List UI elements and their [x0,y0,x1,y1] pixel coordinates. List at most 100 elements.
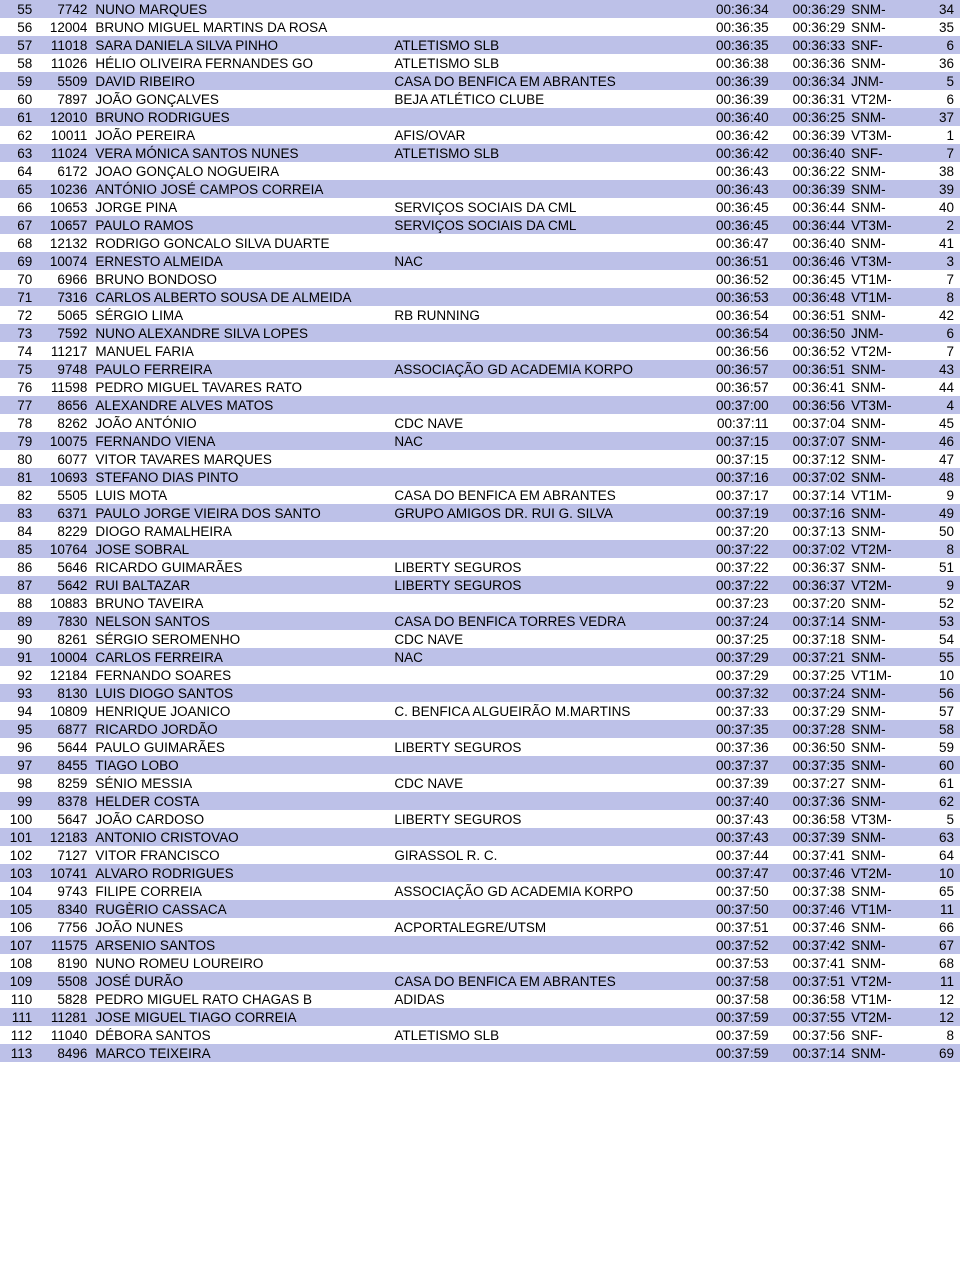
bib-cell: 10011 [38,126,91,144]
table-row: 1027127VITOR FRANCISCOGIRASSOL R. C.00:3… [0,846,960,864]
time2-cell: 00:37:14 [769,612,846,630]
time1-cell: 00:37:11 [692,414,769,432]
time2-cell: 00:37:41 [769,954,846,972]
position-cell: 93 [0,684,38,702]
position-cell: 64 [0,162,38,180]
position-cell: 106 [0,918,38,936]
category-cell: VT3M- [845,126,928,144]
name-cell: PAULO JORGE VIEIRA DOS SANTO [91,504,394,522]
bib-cell: 11217 [38,342,91,360]
category-cell: SNF- [845,144,928,162]
table-row: 1095508JOSÉ DURÃOCASA DO BENFICA EM ABRA… [0,972,960,990]
category-cell: SNM- [845,558,928,576]
time1-cell: 00:37:50 [692,900,769,918]
rank-cell: 67 [928,936,960,954]
bib-cell: 5508 [38,972,91,990]
team-cell [394,234,692,252]
team-cell [394,270,692,288]
position-cell: 84 [0,522,38,540]
category-cell: SNM- [845,198,928,216]
category-cell: SNM- [845,18,928,36]
rank-cell: 48 [928,468,960,486]
name-cell: HÉLIO OLIVEIRA FERNANDES GO [91,54,394,72]
team-cell [394,378,692,396]
name-cell: DIOGO RAMALHEIRA [91,522,394,540]
table-row: 11211040DÉBORA SANTOSATLETISMO SLB00:37:… [0,1026,960,1044]
name-cell: ARSENIO SANTOS [91,936,394,954]
position-cell: 66 [0,198,38,216]
rank-cell: 38 [928,162,960,180]
category-cell: VT2M- [845,864,928,882]
time1-cell: 00:36:39 [692,72,769,90]
name-cell: NUNO ALEXANDRE SILVA LOPES [91,324,394,342]
position-cell: 60 [0,90,38,108]
position-cell: 92 [0,666,38,684]
name-cell: BRUNO TAVEIRA [91,594,394,612]
bib-cell: 11018 [38,36,91,54]
time1-cell: 00:36:42 [692,126,769,144]
team-cell [394,324,692,342]
position-cell: 67 [0,216,38,234]
team-cell: ATLETISMO SLB [394,1026,692,1044]
category-cell: VT2M- [845,576,928,594]
position-cell: 65 [0,180,38,198]
time1-cell: 00:37:15 [692,450,769,468]
time2-cell: 00:36:58 [769,990,846,1008]
team-cell: C. BENFICA ALGUEIRÃO M.MARTINS [394,702,692,720]
team-cell: ATLETISMO SLB [394,144,692,162]
time1-cell: 00:37:24 [692,612,769,630]
rank-cell: 11 [928,900,960,918]
category-cell: SNM- [845,684,928,702]
rank-cell: 12 [928,990,960,1008]
bib-cell: 12132 [38,234,91,252]
bib-cell: 7316 [38,288,91,306]
results-table: 557742NUNO MARQUES00:36:3400:36:29SNM-34… [0,0,960,1062]
team-cell: CDC NAVE [394,414,692,432]
bib-cell: 10809 [38,702,91,720]
team-cell [394,468,692,486]
team-cell: ACPORTALEGRE/UTSM [394,918,692,936]
time2-cell: 00:37:24 [769,684,846,702]
position-cell: 87 [0,576,38,594]
name-cell: VITOR TAVARES MARQUES [91,450,394,468]
rank-cell: 8 [928,1026,960,1044]
rank-cell: 6 [928,36,960,54]
position-cell: 78 [0,414,38,432]
category-cell: JNM- [845,324,928,342]
time2-cell: 00:36:51 [769,306,846,324]
category-cell: SNM- [845,504,928,522]
team-cell: GRUPO AMIGOS DR. RUI G. SILVA [394,504,692,522]
table-row: 7611598PEDRO MIGUEL TAVARES RATO00:36:57… [0,378,960,396]
bib-cell: 8130 [38,684,91,702]
position-cell: 95 [0,720,38,738]
team-cell [394,756,692,774]
name-cell: NELSON SANTOS [91,612,394,630]
name-cell: JOSÉ DURÃO [91,972,394,990]
bib-cell: 9748 [38,360,91,378]
name-cell: JOSE SOBRAL [91,540,394,558]
table-row: 938130LUIS DIOGO SANTOS00:37:3200:37:24S… [0,684,960,702]
time1-cell: 00:37:36 [692,738,769,756]
time1-cell: 00:37:35 [692,720,769,738]
time2-cell: 00:36:48 [769,288,846,306]
team-cell [394,342,692,360]
time2-cell: 00:37:20 [769,594,846,612]
time2-cell: 00:36:25 [769,108,846,126]
team-cell: SERVIÇOS SOCIAIS DA CML [394,198,692,216]
position-cell: 97 [0,756,38,774]
bib-cell: 12010 [38,108,91,126]
category-cell: SNM- [845,234,928,252]
time1-cell: 00:36:54 [692,306,769,324]
name-cell: JOSE MIGUEL TIAGO CORREIA [91,1008,394,1026]
bib-cell: 11026 [38,54,91,72]
table-row: 1105828PEDRO MIGUEL RATO CHAGAS BADIDAS0… [0,990,960,1008]
time1-cell: 00:37:59 [692,1026,769,1044]
team-cell [394,954,692,972]
bib-cell: 10657 [38,216,91,234]
category-cell: SNM- [845,792,928,810]
table-row: 725065SÉRGIO LIMARB RUNNING00:36:5400:36… [0,306,960,324]
team-cell [394,540,692,558]
category-cell: SNM- [845,378,928,396]
category-cell: SNM- [845,162,928,180]
time2-cell: 00:36:44 [769,198,846,216]
